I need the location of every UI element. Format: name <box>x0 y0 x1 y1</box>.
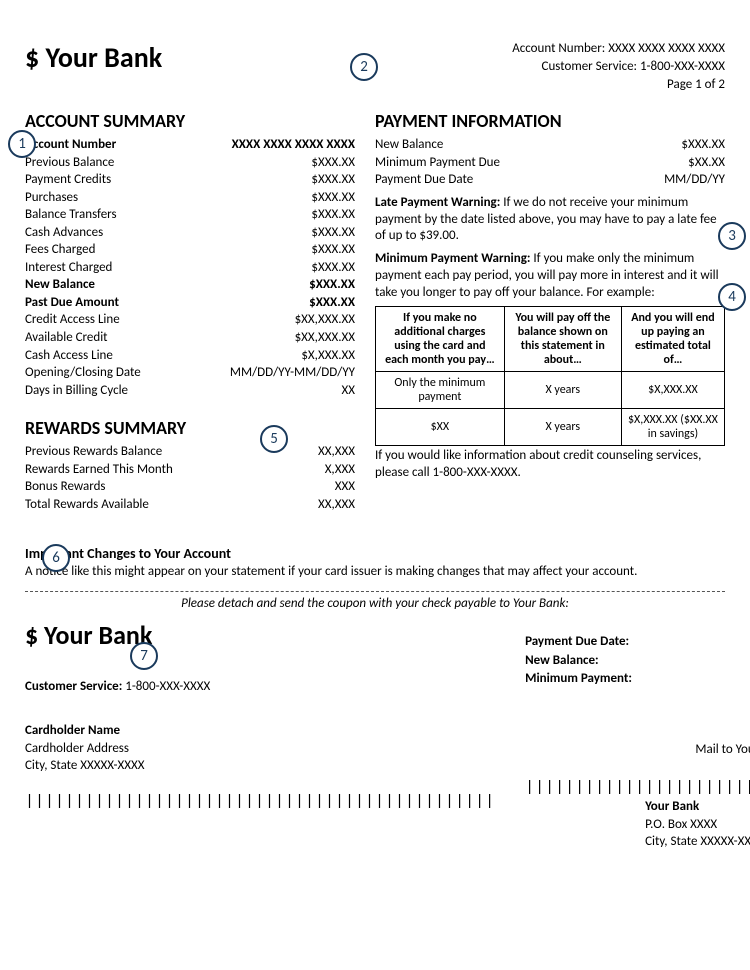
callout-6: 6 <box>42 544 70 572</box>
callout-1: 1 <box>8 130 36 158</box>
callout-3: 3 <box>718 222 746 250</box>
coupon-customer-service: Customer Service: 1-800-XXX-XXXX <box>25 679 495 694</box>
table-cell: X years <box>504 371 621 408</box>
account-number-line: Account Number: XXXX XXXX XXXX XXXX <box>512 40 725 58</box>
payment-row: Payment Due DateMM/DD/YY <box>375 171 725 189</box>
rewards-row: Bonus RewardsXXX <box>25 478 355 496</box>
summary-row: Opening/Closing DateMM/DD/YY-MM/DD/YY <box>25 364 355 382</box>
callout-4: 4 <box>718 283 746 311</box>
summary-row: Days in Billing CycleXX <box>25 382 355 400</box>
mail-address-block: Your Bank P.O. Box XXXX City, State XXXX… <box>645 798 750 851</box>
table-header: And you will end up paying an estimated … <box>621 306 724 371</box>
coupon-row: Payment Due Date:MM/DD/YY <box>525 633 750 651</box>
table-cell: $X,XXX.XX ($XX.XX in savings) <box>621 408 724 445</box>
callout-2: 2 <box>350 53 378 81</box>
payment-information-title: PAYMENT INFORMATION <box>375 110 725 132</box>
rewards-summary-title: REWARDS SUMMARY <box>25 417 355 439</box>
summary-row-new-balance: New Balance$XXX.XX <box>25 276 355 294</box>
important-changes-body: A notice like this might appear on your … <box>25 564 725 579</box>
summary-row-account-number: Account NumberXXXX XXXX XXXX XXXX <box>25 136 355 154</box>
summary-row: Credit Access Line$XX,XXX.XX <box>25 311 355 329</box>
coupon-row: New Balance:$XXX.XX <box>525 652 750 670</box>
callout-5: 5 <box>260 425 288 453</box>
summary-row: Payment Credits$XXX.XX <box>25 171 355 189</box>
summary-row: Fees Charged$XXX.XX <box>25 241 355 259</box>
minimum-payment-warning: Minimum Payment Warning: If you make onl… <box>375 251 725 302</box>
customer-service-line: Customer Service: 1-800-XXX-XXXX <box>512 58 725 76</box>
table-cell: $X,XXX.XX <box>621 371 724 408</box>
table-cell: $XX <box>376 408 505 445</box>
summary-row: Purchases$XXX.XX <box>25 189 355 207</box>
rewards-row: Rewards Earned This MonthX,XXX <box>25 461 355 479</box>
coupon-bank-logo: $ Your Bank <box>25 619 495 651</box>
callout-7: 7 <box>130 642 158 670</box>
payment-row: Minimum Payment Due$XX.XX <box>375 154 725 172</box>
cardholder-address-block: Cardholder Name Cardholder Address City,… <box>25 722 495 775</box>
x-row: XXXXXXXXXXXXXXXXXXXXXXXXXXXXXXXXXXXXXX <box>525 619 750 633</box>
late-payment-warning: Late Payment Warning: If we do not recei… <box>375 195 725 246</box>
mail-to-instruction: Mail to Your Bank at the address below: <box>525 742 750 757</box>
payment-row: New Balance$XXX.XX <box>375 136 725 154</box>
summary-row: Interest Charged$XXX.XX <box>25 259 355 277</box>
barcode-icon: ||||||||||||||||||||||||||||||||||||||||… <box>525 779 750 796</box>
amount-enclosed-line: $ Amount Enclosed <box>525 723 750 738</box>
coupon-account-number: Account Number: XXXX XXXX XXXX XXXX <box>525 690 750 705</box>
rewards-row: Previous Rewards BalanceXX,XXX <box>25 443 355 461</box>
account-summary-title: ACCOUNT SUMMARY <box>25 110 355 132</box>
detach-divider <box>25 591 725 592</box>
detach-instruction: Please detach and send the coupon with y… <box>25 596 725 611</box>
table-header: You will pay off the balance shown on th… <box>504 306 621 371</box>
header-info: Account Number: XXXX XXXX XXXX XXXX Cust… <box>512 40 725 95</box>
summary-row: Available Credit$XX,XXX.XX <box>25 329 355 347</box>
barcode-icon: ||||||||||||||||||||||||||||||||||||||||… <box>25 793 495 810</box>
summary-row: Cash Advances$XXX.XX <box>25 224 355 242</box>
rewards-row: Total Rewards AvailableXX,XXX <box>25 496 355 514</box>
summary-row: Balance Transfers$XXX.XX <box>25 206 355 224</box>
credit-counseling-text: If you would like information about cred… <box>375 448 725 482</box>
important-changes-title: Important Changes to Your Account <box>25 545 725 562</box>
summary-row: Cash Access Line$X,XXX.XX <box>25 347 355 365</box>
table-cell: X years <box>504 408 621 445</box>
summary-row-past-due: Past Due Amount$XXX.XX <box>25 294 355 312</box>
table-cell: Only the minimum payment <box>376 371 505 408</box>
summary-row: Previous Balance$XXX.XX <box>25 154 355 172</box>
table-header: If you make no additional charges using … <box>376 306 505 371</box>
page-line: Page 1 of 2 <box>512 76 725 94</box>
payment-comparison-table: If you make no additional charges using … <box>375 306 725 446</box>
coupon-row: Minimum Payment:$XX.XX <box>525 670 750 688</box>
